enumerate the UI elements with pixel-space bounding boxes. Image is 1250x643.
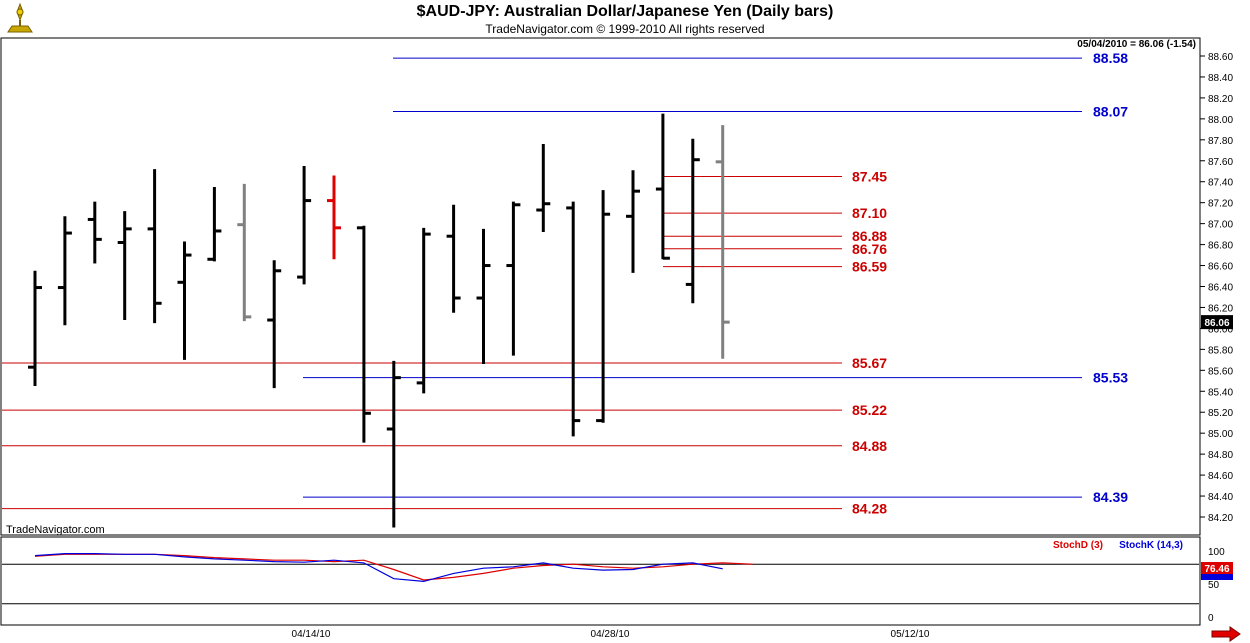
stoch-k-line <box>34 553 723 583</box>
copyright-subtitle: TradeNavigator.com © 1999-2010 All right… <box>485 22 765 36</box>
level-label: 84.28 <box>852 501 887 517</box>
level-label: 84.39 <box>1093 489 1128 505</box>
price-tick-label: 87.80 <box>1208 136 1233 147</box>
stoch-tick-label: 0 <box>1208 613 1214 624</box>
stoch-k-value-box <box>1201 574 1233 580</box>
price-tick-label: 85.00 <box>1208 429 1233 440</box>
price-tick-label: 87.40 <box>1208 178 1233 189</box>
level-label: 86.88 <box>852 228 887 244</box>
price-readout: 05/04/2010 = 86.06 (-1.54) <box>1077 39 1196 50</box>
last-price-box <box>1201 315 1233 330</box>
price-tick-label: 84.60 <box>1208 471 1233 482</box>
last-price-label: 86.06 <box>1204 318 1229 329</box>
price-tick-label: 85.20 <box>1208 408 1233 419</box>
price-tick-label: 88.20 <box>1208 94 1233 105</box>
date-axis-label: 04/14/10 <box>292 629 331 640</box>
stoch-tick-label: 100 <box>1208 547 1225 558</box>
price-tick-label: 86.40 <box>1208 283 1233 294</box>
price-tick-label: 87.60 <box>1208 157 1233 168</box>
date-axis-label: 04/28/10 <box>591 629 630 640</box>
price-tick-label: 85.60 <box>1208 366 1233 377</box>
price-tick-label: 84.40 <box>1208 492 1233 503</box>
price-tick-label: 88.00 <box>1208 115 1233 126</box>
price-tick-label: 88.40 <box>1208 73 1233 84</box>
level-label: 84.88 <box>852 438 887 454</box>
stoch-value-label: 76.46 <box>1204 564 1229 575</box>
stoch-tick-label: 50 <box>1208 580 1220 591</box>
level-label: 86.76 <box>852 241 887 257</box>
chart-title: $AUD-JPY: Australian Dollar/Japanese Yen… <box>416 3 834 20</box>
stoch-d-legend: StochD (3) <box>1053 540 1103 551</box>
level-label: 87.45 <box>852 168 887 184</box>
price-tick-label: 84.80 <box>1208 450 1233 461</box>
stoch-value-box <box>1201 562 1233 574</box>
stoch-k-legend: StochK (14,3) <box>1119 540 1183 551</box>
stoch-panel-frame <box>0 536 1201 626</box>
price-tick-label: 86.20 <box>1208 303 1233 314</box>
level-label: 87.10 <box>852 205 887 221</box>
ship-wheel-logo-icon <box>7 2 33 33</box>
level-label: 85.53 <box>1093 370 1128 386</box>
price-tick-label: 88.60 <box>1208 52 1233 63</box>
level-label: 85.67 <box>852 355 887 371</box>
price-tick-label: 84.20 <box>1208 513 1233 524</box>
price-tick-label: 87.00 <box>1208 220 1233 231</box>
price-tick-label: 87.20 <box>1208 199 1233 210</box>
price-panel-frame <box>0 37 1201 536</box>
price-tick-label: 85.80 <box>1208 345 1233 356</box>
date-axis-label: 05/12/10 <box>891 629 930 640</box>
level-label: 85.22 <box>852 402 887 418</box>
level-label: 88.58 <box>1093 50 1128 66</box>
level-label: 88.07 <box>1093 104 1128 120</box>
price-tick-label: 86.00 <box>1208 324 1233 335</box>
watermark-label: TradeNavigator.com <box>6 524 105 536</box>
price-tick-label: 85.40 <box>1208 387 1233 398</box>
level-label: 86.59 <box>852 259 887 275</box>
price-tick-label: 86.80 <box>1208 241 1233 252</box>
price-tick-label: 86.60 <box>1208 262 1233 273</box>
arrow-right-icon[interactable] <box>1210 626 1242 642</box>
chart-header: $AUD-JPY: Australian Dollar/Japanese Yen… <box>0 0 1250 38</box>
